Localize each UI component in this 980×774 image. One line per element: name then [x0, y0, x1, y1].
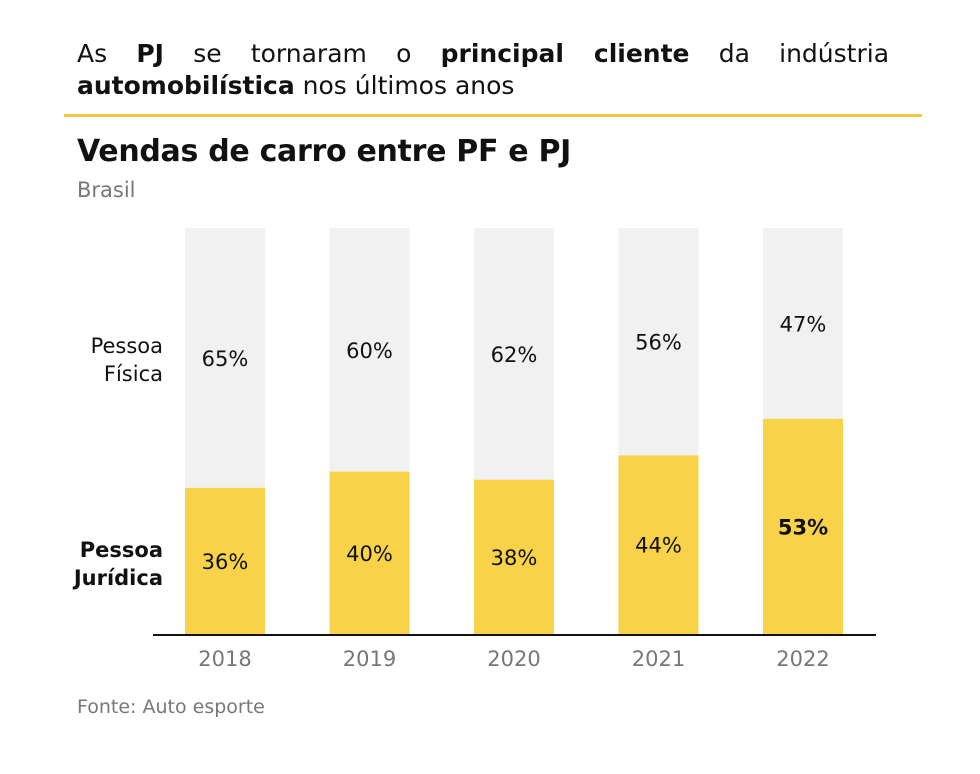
headline-bold-automobilistica: automobilística — [77, 71, 295, 100]
headline-bold-pj: PJ — [136, 39, 164, 68]
label-pessoa-juridica-2020: 38% — [491, 546, 538, 570]
x-tick-2022: 2022 — [776, 647, 829, 671]
chart-title: Vendas de carro entre PF e PJ — [77, 134, 572, 169]
bar-pessoa-juridica-2018 — [185, 487, 265, 634]
label-pessoa-fisica-2019: 60% — [346, 339, 393, 363]
label-pessoa-juridica-2022: 53% — [778, 515, 828, 539]
headline-text-2: se tornaram o — [193, 39, 412, 68]
series-label-pessoa-juridica-line1: Pessoa — [80, 538, 163, 562]
headline: As PJ se tornaram o principal cliente da… — [77, 38, 889, 102]
chart-subtitle: Brasil — [77, 178, 136, 202]
bar-pessoa-juridica-2019 — [329, 471, 410, 634]
bar-pessoa-juridica-2021 — [618, 455, 699, 634]
headline-text-4: nos últimos anos — [302, 71, 515, 100]
bar-pessoa-fisica-2020 — [474, 228, 554, 480]
label-pessoa-juridica-2018: 36% — [202, 550, 249, 574]
label-pessoa-juridica-2021: 44% — [635, 534, 682, 558]
series-label-pessoa-juridica-line2: Jurídica — [72, 566, 163, 590]
accent-divider — [64, 114, 922, 117]
label-pessoa-fisica-2022: 47% — [780, 312, 827, 336]
x-tick-2020: 2020 — [487, 647, 540, 671]
bar-pessoa-juridica-2020 — [474, 479, 554, 634]
headline-bold-principal-cliente: principal cliente — [440, 39, 690, 68]
bar-pessoa-fisica-2021 — [618, 228, 699, 456]
series-label-pessoa-fisica-line1: Pessoa — [91, 334, 163, 358]
bar-pessoa-fisica-2019 — [329, 228, 410, 472]
label-pessoa-juridica-2019: 40% — [346, 542, 393, 566]
x-tick-2021: 2021 — [632, 647, 685, 671]
series-label-pessoa-fisica-line2: Física — [104, 362, 163, 386]
label-pessoa-fisica-2020: 62% — [491, 343, 538, 367]
bar-pessoa-fisica-2018 — [185, 228, 265, 488]
source-note: Fonte: Auto esporte — [77, 696, 265, 718]
headline-text-1: As — [77, 39, 108, 68]
headline-text-3: da indústria — [718, 39, 890, 68]
label-pessoa-fisica-2021: 56% — [635, 331, 682, 355]
x-tick-2019: 2019 — [343, 647, 396, 671]
x-tick-2018: 2018 — [198, 647, 251, 671]
bar-pessoa-juridica-2022 — [763, 418, 843, 634]
bar-pessoa-fisica-2022 — [763, 228, 843, 419]
label-pessoa-fisica-2018: 65% — [202, 347, 249, 371]
